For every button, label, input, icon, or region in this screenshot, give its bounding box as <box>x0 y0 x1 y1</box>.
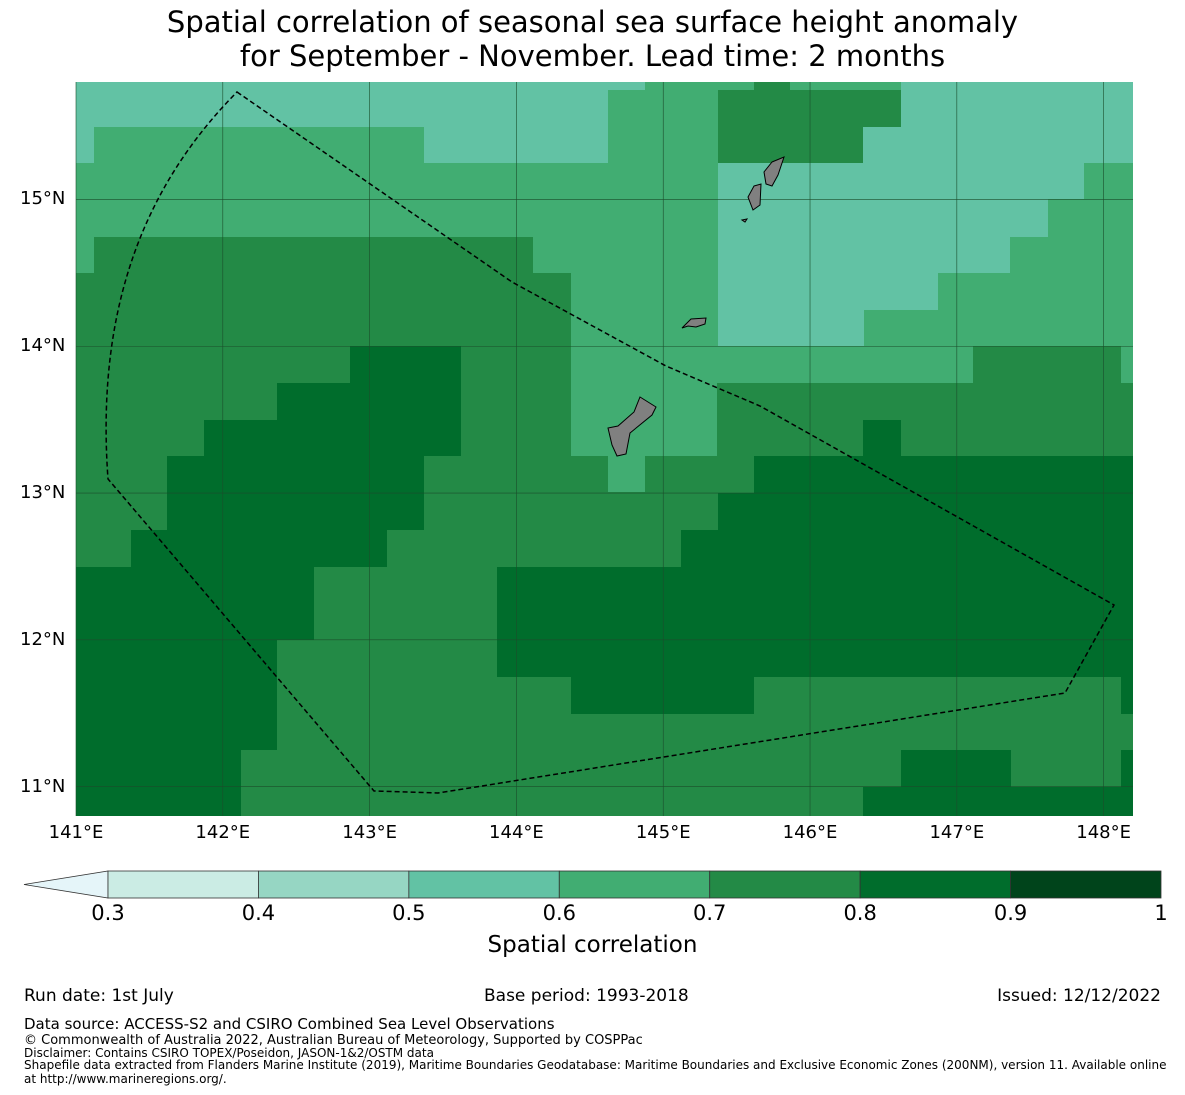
correlation-cell <box>533 237 718 273</box>
correlation-cell <box>1048 199 1084 346</box>
eez-boundary <box>105 91 1116 794</box>
correlation-cell <box>938 273 1010 346</box>
colorbar-segment <box>258 870 410 899</box>
latitude-label: 13°N <box>20 482 66 504</box>
correlation-cell <box>497 567 1133 677</box>
map-title-line-1: Spatial correlation of seasonal sea surf… <box>166 5 1019 39</box>
colorbar-segment <box>107 870 259 899</box>
correlation-cell <box>94 127 424 237</box>
correlation-cell <box>76 567 314 640</box>
data-source: Data source: ACCESS-S2 and CSIRO Combine… <box>24 1015 555 1033</box>
correlation-cell <box>718 310 864 346</box>
correlation-cell <box>76 82 608 127</box>
run-date: Run date: 1st July <box>24 986 174 1006</box>
latitude-label: 11°N <box>20 775 66 797</box>
colorbar-tick-label: 0.5 <box>392 901 426 925</box>
correlation-cell <box>571 677 754 714</box>
colorbar-segment <box>709 870 861 899</box>
colorbar-segments <box>23 870 1162 899</box>
colorbar-tick-label: 0.4 <box>241 901 276 925</box>
colorbar-tick-label: 0.6 <box>542 901 576 925</box>
longitude-label: 144°E <box>489 822 544 843</box>
correlation-cell <box>863 127 1133 163</box>
correlation-cell <box>131 530 387 567</box>
saipan-island <box>763 156 785 187</box>
colorbar-segment <box>558 870 711 899</box>
correlation-cell <box>754 82 790 90</box>
colorbar-segment <box>1010 870 1162 899</box>
latitude-label: 12°N <box>20 628 66 650</box>
correlation-cell <box>571 346 973 383</box>
correlation-cell <box>1121 750 1133 787</box>
correlation-cell <box>718 237 1010 273</box>
correlation-cell <box>901 750 1011 787</box>
correlation-cell <box>681 530 1133 567</box>
correlation-cell <box>424 127 608 163</box>
correlation-cell <box>863 787 1133 816</box>
copyright: © Commonwealth of Australia 2022, Austra… <box>24 1033 643 1048</box>
correlation-cell <box>718 199 1048 237</box>
colorbar-tick-label: 0.3 <box>91 901 125 925</box>
correlation-cell <box>571 273 718 346</box>
longitude-label: 143°E <box>342 822 397 843</box>
correlation-cell <box>76 750 241 816</box>
longitude-label: 146°E <box>782 822 838 843</box>
correlation-cell <box>76 640 277 750</box>
correlation-cell <box>645 82 754 90</box>
correlation-cell <box>754 456 1133 493</box>
correlation-field <box>76 82 1133 816</box>
colorbar-tick-label: 0.7 <box>693 901 727 925</box>
correlation-cell <box>608 82 645 90</box>
correlation-cell <box>204 420 461 456</box>
colorbar-segment <box>859 870 1011 899</box>
longitude-label: 142°E <box>195 822 251 843</box>
longitude-label: 145°E <box>635 822 691 843</box>
correlation-cell <box>791 163 1084 199</box>
correlation-cell <box>277 383 461 420</box>
disclaimer: Disclaimer: Contains CSIRO TOPEX/Poseido… <box>24 1046 434 1060</box>
correlation-map <box>75 82 1133 816</box>
base-period: Base period: 1993-2018 <box>484 986 689 1006</box>
guam-island <box>607 396 657 457</box>
latitude-label: 14°N <box>20 335 66 357</box>
rota-island <box>681 317 707 329</box>
shapefile-credit: Shapefile data extracted from Flanders M… <box>24 1058 1167 1086</box>
colorbar-segment <box>408 870 560 899</box>
longitude-label: 141°E <box>48 822 104 843</box>
colorbar-extend-arrow <box>23 870 109 899</box>
colorbar-tick-label: 0.9 <box>993 901 1028 925</box>
map-title-line-2: for September - November. Lead time: 2 m… <box>239 39 946 73</box>
correlation-cell <box>790 82 901 90</box>
latitude-label: 15°N <box>20 188 66 210</box>
colorbar-title: Spatial correlation <box>487 932 698 958</box>
correlation-cell <box>901 82 1133 127</box>
longitude-label: 147°E <box>929 822 985 843</box>
correlation-cell <box>76 163 94 273</box>
correlation-cell <box>608 456 645 492</box>
correlation-cell <box>863 420 901 457</box>
correlation-cell <box>1121 346 1133 383</box>
correlation-cell <box>864 310 938 346</box>
tinian-island <box>747 183 762 211</box>
correlation-cell <box>718 273 938 310</box>
longitude-label: 148°E <box>1076 822 1131 843</box>
graticule <box>75 82 1133 816</box>
correlation-cell <box>424 163 608 237</box>
correlation-cell <box>1121 677 1133 714</box>
correlation-cell <box>1010 237 1048 346</box>
colorbar <box>23 870 1162 899</box>
colorbar-tick-label: 0.8 <box>843 901 877 925</box>
islands <box>607 156 785 457</box>
colorbar-tick-label: 1 <box>1154 901 1168 925</box>
correlation-cell <box>1084 163 1133 346</box>
aguijan-island <box>740 218 749 223</box>
issued-date: Issued: 12/12/2022 <box>997 986 1161 1006</box>
correlation-cell <box>76 127 94 163</box>
